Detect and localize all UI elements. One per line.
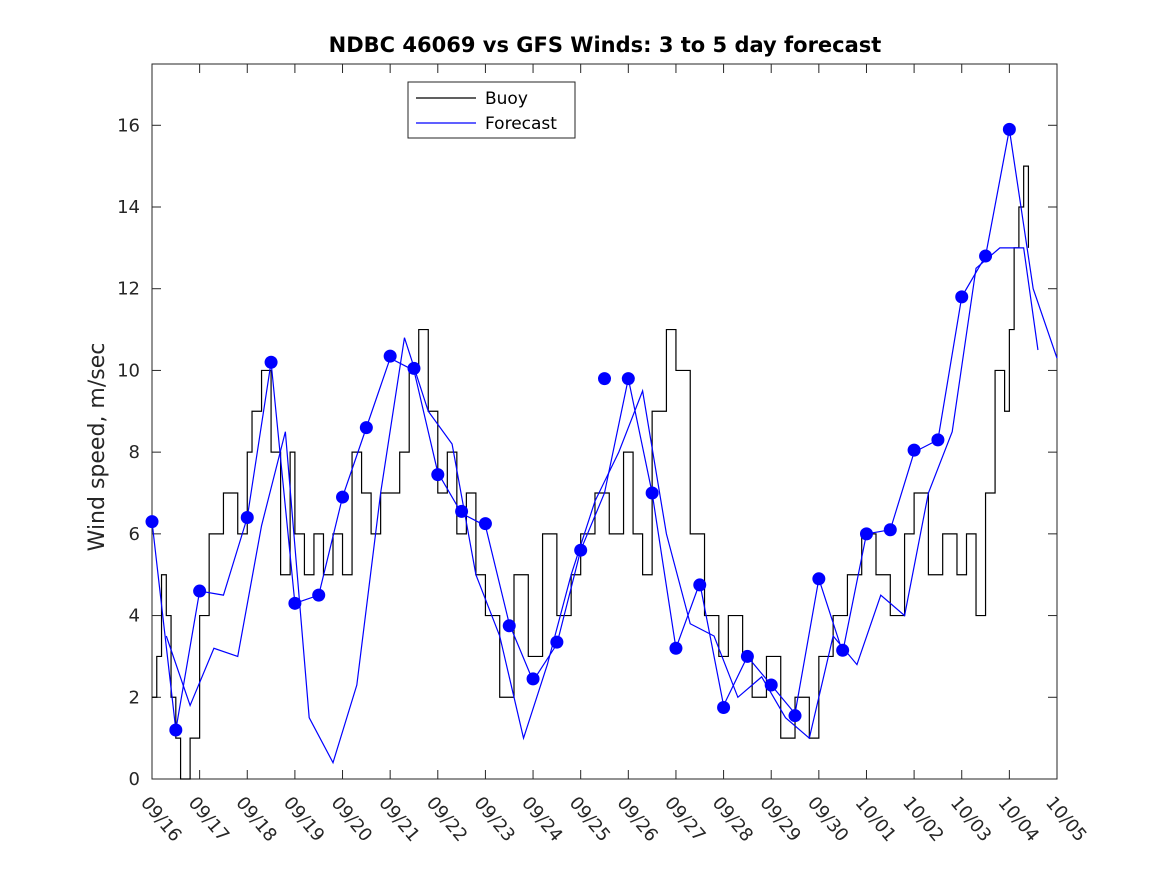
forecast-marker	[431, 468, 445, 482]
forecast-marker	[383, 349, 397, 363]
forecast-marker	[740, 649, 754, 663]
buoy-series-line	[152, 165, 1030, 780]
x-tick-label: 09/19	[279, 793, 328, 846]
x-tick-label: 09/18	[231, 793, 280, 846]
x-tick-label: 09/22	[422, 793, 471, 846]
y-tick-label: 6	[129, 524, 140, 545]
x-tick-label: 09/23	[470, 793, 519, 846]
forecast-marker	[336, 490, 350, 504]
forecast-marker	[836, 643, 850, 657]
x-tick-label: 09/17	[184, 793, 233, 846]
y-tick-label: 2	[129, 687, 140, 708]
y-axis-ticks: 0 2 4 6 8 10 12 14 16	[117, 115, 1057, 790]
x-tick-label: 09/26	[612, 793, 661, 846]
x-tick-label: 10/03	[946, 793, 995, 846]
x-tick-label: 09/27	[660, 793, 709, 846]
forecast-marker	[169, 723, 183, 737]
forecast-marker	[645, 486, 659, 500]
forecast-marker	[502, 619, 516, 633]
forecast-marker	[598, 372, 611, 386]
forecast-marker	[526, 672, 540, 686]
forecast-marker	[859, 527, 873, 541]
forecast-marker	[145, 515, 159, 529]
forecast-marker	[574, 543, 588, 557]
y-tick-label: 4	[129, 606, 140, 627]
x-tick-label: 09/24	[517, 793, 566, 846]
x-tick-label: 09/16	[136, 793, 185, 846]
forecast-series-line-2	[165, 247, 1039, 765]
forecast-marker	[907, 443, 921, 457]
forecast-marker	[359, 421, 373, 435]
y-tick-label: 14	[117, 197, 140, 218]
forecast-marker	[550, 635, 564, 649]
legend-box	[407, 81, 576, 139]
x-tick-label: 10/05	[1041, 793, 1090, 846]
x-tick-label: 10/01	[851, 793, 900, 846]
forecast-marker	[621, 372, 635, 386]
y-tick-label: 0	[129, 769, 140, 790]
series-layer	[151, 129, 1058, 780]
forecast-marker	[955, 290, 969, 304]
forecast-marker	[1002, 122, 1016, 136]
forecast-marker	[931, 433, 945, 447]
forecast-marker	[193, 584, 207, 598]
y-tick-label: 12	[117, 279, 140, 300]
axes-box	[151, 63, 1058, 780]
legend-forecast-label: Forecast	[485, 114, 557, 134]
x-tick-label: 09/20	[327, 793, 376, 846]
forecast-marker	[717, 701, 731, 714]
x-tick-label: 09/25	[565, 793, 614, 846]
forecast-marker	[788, 709, 802, 723]
x-tick-label: 09/28	[708, 793, 757, 846]
forecast-marker	[455, 504, 469, 518]
legend-buoy-label: Buoy	[485, 89, 528, 109]
forecast-marker	[407, 361, 421, 375]
chart-title: NDBC 46069 vs GFS Winds: 3 to 5 day fore…	[329, 33, 882, 57]
y-tick-label: 16	[117, 115, 140, 136]
forecast-marker	[478, 517, 492, 531]
x-tick-label: 09/30	[803, 793, 852, 846]
y-tick-label: 8	[129, 442, 140, 463]
forecast-marker	[240, 511, 254, 525]
forecast-marker	[693, 578, 707, 592]
x-tick-label: 10/02	[898, 793, 947, 846]
marker-layer	[145, 122, 1016, 737]
forecast-marker	[312, 588, 326, 602]
forecast-marker	[812, 572, 826, 586]
plot-area	[151, 63, 1058, 780]
y-axis-label: Wind speed, m/sec	[85, 343, 110, 552]
forecast-marker	[264, 355, 278, 369]
forecast-marker	[669, 641, 683, 655]
forecast-marker	[764, 678, 778, 692]
x-tick-label: 09/29	[755, 793, 804, 846]
forecast-marker	[979, 249, 993, 263]
x-tick-label: 10/04	[994, 793, 1043, 846]
x-tick-label: 09/21	[374, 793, 423, 846]
forecast-marker	[288, 596, 302, 610]
y-tick-label: 10	[117, 360, 140, 381]
legend: Buoy Forecast	[407, 81, 576, 139]
forecast-series-line-1	[151, 129, 1058, 731]
forecast-marker	[883, 523, 897, 537]
